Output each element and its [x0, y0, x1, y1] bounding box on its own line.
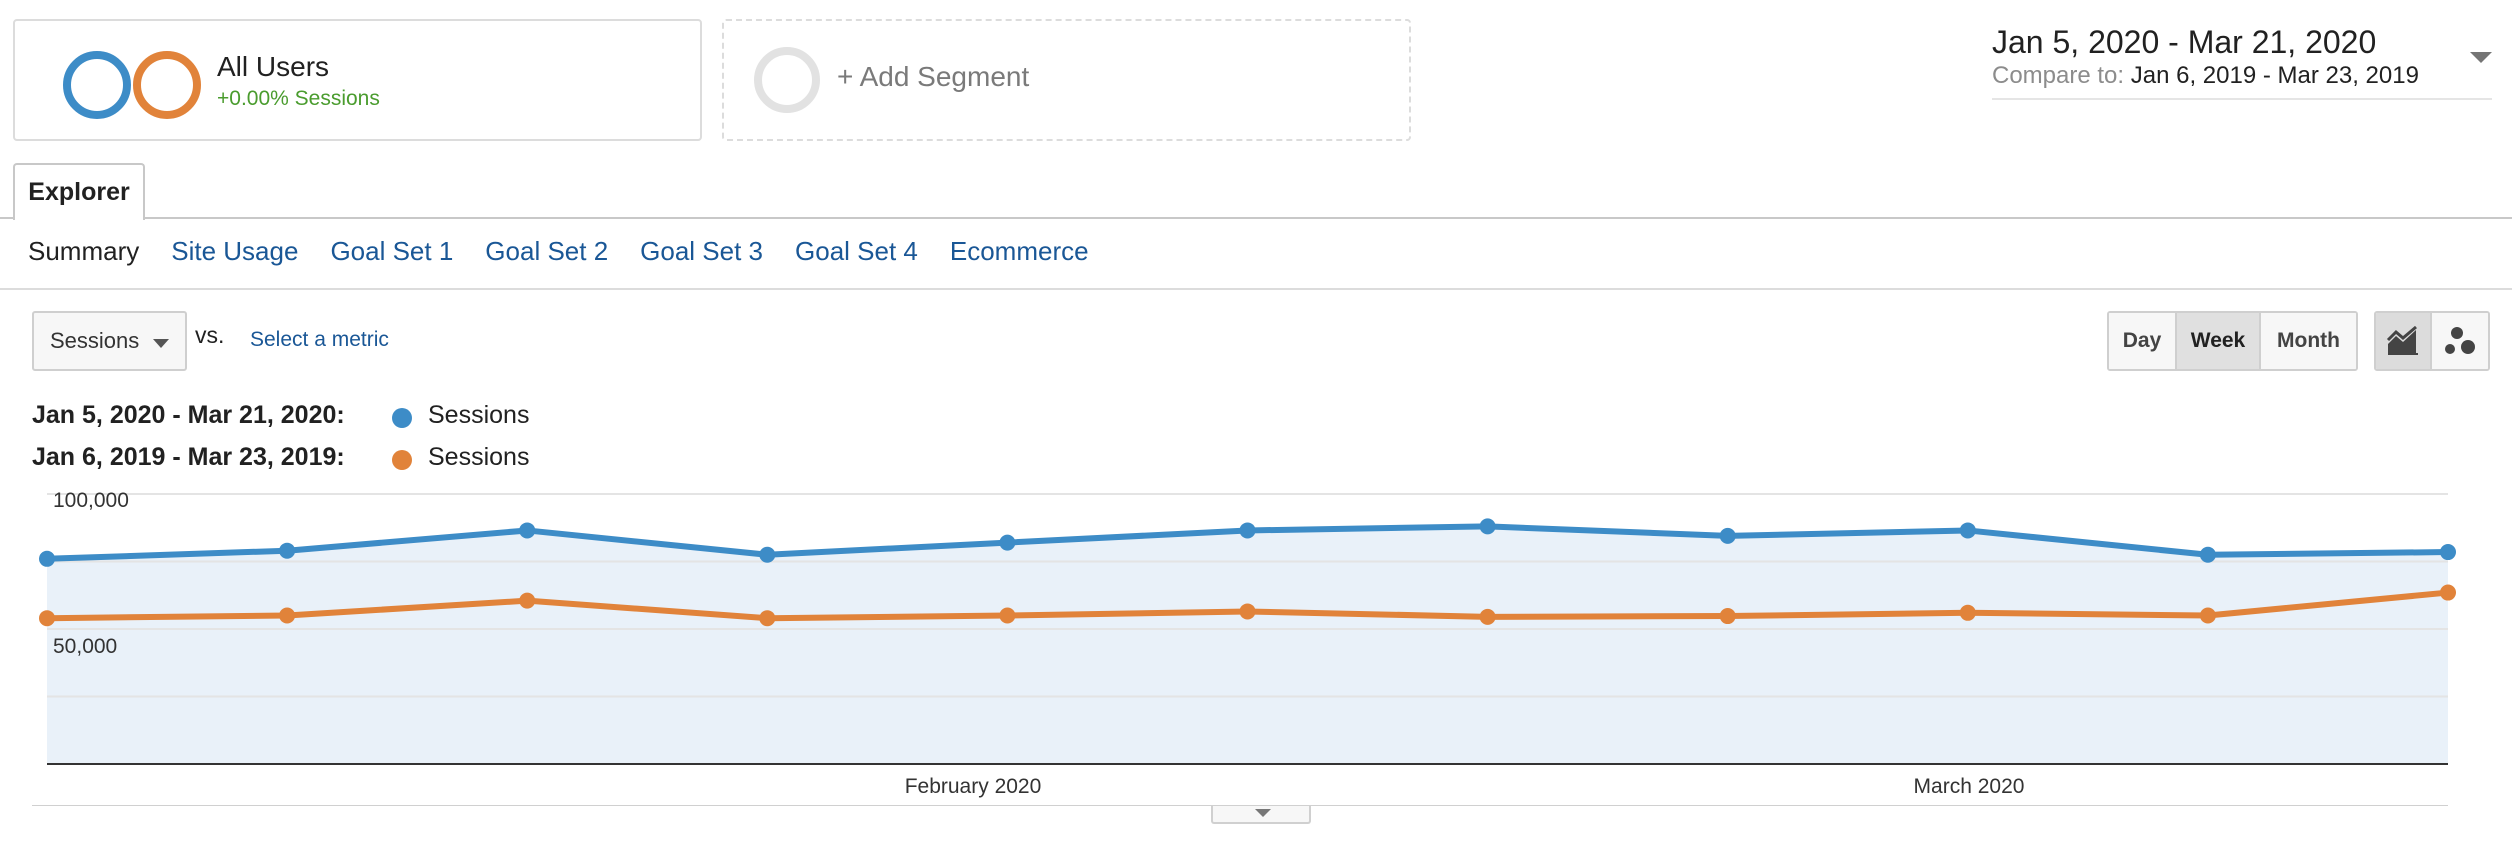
month-button[interactable]: Month: [2261, 313, 2356, 369]
tab-explorer[interactable]: Explorer: [13, 163, 145, 220]
compare-label: Compare to:: [1992, 62, 2125, 89]
vs-label: vs.: [195, 322, 225, 348]
x-tick-label: March 2020: [1914, 775, 2025, 798]
subnav-goal-set-1[interactable]: Goal Set 1: [330, 236, 454, 266]
series-0-point: [1479, 518, 1496, 535]
series-0-point: [39, 550, 55, 567]
series-1-point: [999, 607, 1016, 624]
week-button[interactable]: Week: [2177, 313, 2261, 369]
chevron-down-icon[interactable]: [2470, 52, 2492, 63]
series-1-point: [1479, 608, 1496, 625]
segment-title: All Users: [217, 51, 330, 82]
explorer-subnav: Summary Site Usage Goal Set 1 Goal Set 2…: [28, 236, 1089, 276]
motion-chart-icon: [2445, 327, 2475, 354]
segment-all-users[interactable]: All Users +0.00% Sessions: [13, 19, 702, 141]
day-button[interactable]: Day: [2109, 313, 2177, 369]
subnav-divider: [0, 288, 2512, 290]
tab-strip-divider: [0, 217, 2512, 219]
series-1-point: [2440, 584, 2456, 601]
compare-value: Jan 6, 2019 - Mar 23, 2019: [2130, 62, 2419, 89]
chevron-down-icon: [1255, 809, 1271, 817]
legend-dot-orange-icon: [392, 450, 412, 470]
series-1-point: [1719, 608, 1736, 625]
collapse-chart-toggle[interactable]: [1211, 806, 1311, 824]
series-1-point: [519, 592, 536, 609]
series-1-point: [1959, 604, 1976, 621]
series-1-point: [39, 610, 55, 627]
legend-range-current: Jan 5, 2020 - Mar 21, 2020:: [32, 401, 345, 429]
legend-range-previous: Jan 6, 2019 - Mar 23, 2019:: [32, 443, 345, 471]
series-0-point: [759, 546, 776, 563]
metric-dropdown-value: Sessions: [50, 328, 140, 353]
line-chart-button[interactable]: [2376, 313, 2432, 369]
series-0-point: [999, 534, 1016, 551]
subnav-summary[interactable]: Summary: [28, 236, 140, 266]
series-1-point: [2199, 607, 2216, 624]
motion-chart-button[interactable]: [2432, 313, 2488, 369]
chevron-down-icon: [153, 339, 169, 348]
date-range-main: Jan 5, 2020 - Mar 21, 2020: [1992, 24, 2377, 60]
series-1-point: [759, 610, 776, 627]
series-1-point: [279, 607, 296, 624]
series-0-point: [2199, 546, 2216, 563]
series-0-point: [1239, 522, 1256, 539]
series-0-point: [1959, 522, 1976, 539]
y-tick-label: 100,000: [53, 489, 129, 512]
segment-subtitle: +0.00% Sessions: [217, 87, 380, 110]
add-segment-button[interactable]: + Add Segment: [722, 19, 1411, 141]
chart-view-toggle: [2374, 311, 2490, 371]
legend-name-current: Sessions: [428, 401, 530, 429]
subnav-goal-set-4[interactable]: Goal Set 4: [795, 236, 918, 266]
legend-name-previous: Sessions: [428, 443, 530, 471]
subnav-goal-set-2[interactable]: Goal Set 2: [485, 236, 609, 266]
subnav-site-usage[interactable]: Site Usage: [171, 236, 299, 266]
subnav-goal-set-3[interactable]: Goal Set 3: [640, 236, 764, 266]
legend-dot-blue-icon: [392, 408, 412, 428]
add-segment-circle-icon: [754, 47, 820, 113]
series-0-point: [1719, 527, 1736, 544]
series-0-point: [279, 542, 296, 559]
add-segment-label: + Add Segment: [837, 61, 1030, 92]
series-0-point: [2440, 544, 2456, 561]
date-range-picker[interactable]: Jan 5, 2020 - Mar 21, 2020 Compare to: J…: [1992, 24, 2492, 100]
subnav-ecommerce[interactable]: Ecommerce: [949, 236, 1089, 266]
select-metric-link[interactable]: Select a metric: [250, 328, 389, 351]
segment-orange-circle-icon: [133, 51, 201, 119]
series-1-point: [1239, 603, 1256, 620]
metric-dropdown[interactable]: Sessions: [32, 311, 187, 371]
sessions-line-chart: 100,000 50,000 February 2020 March 2020: [32, 489, 2456, 806]
y-tick-label: 50,000: [53, 635, 117, 658]
period-toggle: Day Week Month: [2107, 311, 2358, 371]
line-chart-icon: [2386, 326, 2418, 355]
chart-area-fill: [47, 526, 2448, 764]
series-0-point: [519, 522, 536, 539]
date-range-compare: Compare to: Jan 6, 2019 - Mar 23, 2019: [1992, 62, 2419, 90]
x-tick-label: February 2020: [905, 775, 1042, 798]
segment-blue-circle-icon: [63, 51, 131, 119]
